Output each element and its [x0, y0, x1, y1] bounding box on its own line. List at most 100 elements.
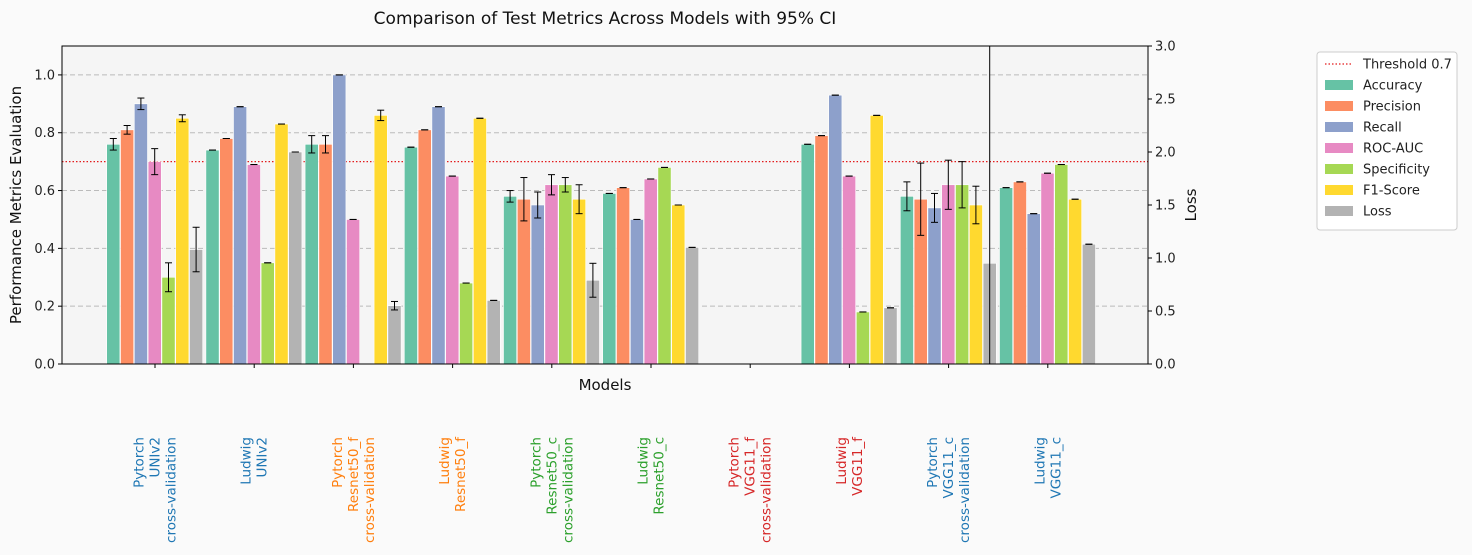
bar-loss	[883, 307, 898, 365]
bar-f1-score	[175, 117, 190, 365]
axes-layer: 0.0 0.2 0.4 0.6 0.8 1.0 0.0 0.5 1.0 1.5 2.0 2.5 3.0	[34, 40, 1175, 373]
bar-precision	[516, 198, 531, 365]
legend-label: Recall	[1363, 121, 1402, 136]
model-label-line: Resnet50_c	[544, 437, 560, 515]
model-label: PytorchUNIv2cross-validation	[132, 437, 180, 543]
bar-accuracy	[403, 146, 418, 365]
model-label-line: cross-validation	[560, 437, 576, 543]
x-axis-title: Models	[579, 376, 632, 394]
model-label-line: UNIv2	[148, 437, 164, 478]
model-label-line: Ludwig	[239, 437, 255, 485]
bar-f1-score	[274, 123, 289, 365]
model-label: PytorchResnet50_ccross-validation	[528, 437, 576, 543]
bar-roc-auc	[346, 219, 360, 365]
bar-specificity	[558, 184, 573, 365]
model-label-line: Ludwig	[437, 437, 453, 485]
bar-accuracy	[999, 187, 1013, 365]
legend-swatch	[1325, 206, 1353, 216]
bar-roc-auc	[842, 175, 856, 365]
bar-f1-score	[1068, 198, 1082, 365]
bar-precision	[616, 187, 630, 365]
legend-swatch	[1325, 164, 1353, 174]
legend-label: ROC-AUC	[1363, 142, 1423, 157]
bar-roc-auc	[941, 184, 956, 365]
model-label-line: cross-validation	[957, 437, 973, 543]
model-label: PytorchVGG11_fcross-validation	[727, 436, 775, 543]
y2-tick-label: 3.0	[1155, 40, 1176, 55]
model-label-line: Pytorch	[528, 437, 544, 488]
bar-f1-score	[671, 204, 686, 365]
model-label-line: Ludwig	[636, 437, 652, 485]
bar-loss	[486, 300, 501, 365]
bar-accuracy	[602, 193, 617, 365]
legend-swatch	[1325, 80, 1353, 90]
legend-label: Loss	[1363, 205, 1392, 220]
model-label-line: cross-validation	[362, 437, 378, 543]
y2-axis-title: Loss	[1182, 188, 1200, 221]
chart-title: Comparison of Test Metrics Across Models…	[374, 9, 837, 29]
bar-precision	[219, 138, 234, 365]
bar-accuracy	[899, 196, 914, 365]
legend-label: Specificity	[1363, 163, 1430, 178]
bar-recall	[1026, 213, 1041, 365]
model-label-line: Pytorch	[925, 437, 941, 488]
legend: Threshold 0.7 Accuracy Precision Recall ROC-…	[1316, 51, 1458, 231]
model-label-line: VGG11_c	[941, 437, 957, 499]
bar-recall	[332, 74, 347, 365]
bar-f1-score	[373, 115, 388, 365]
legend-label: F1-Score	[1363, 184, 1420, 199]
bar-f1-score	[869, 115, 884, 365]
bar-specificity	[260, 262, 275, 365]
y2-tick-label: 1.0	[1155, 252, 1176, 267]
legend-label: Accuracy	[1363, 79, 1423, 94]
bar-roc-auc	[247, 164, 261, 365]
bar-recall	[233, 106, 247, 365]
x-tick-labels: PytorchUNIv2cross-validation LudwigUNIv2 P…	[132, 436, 1065, 543]
bar-loss	[1082, 243, 1096, 365]
bars-layer	[106, 74, 1096, 365]
bar-loss	[288, 151, 303, 365]
bar-specificity	[855, 311, 870, 365]
bar-roc-auc	[445, 175, 460, 365]
bar-recall	[927, 207, 942, 365]
model-label-line: UNIv2	[255, 437, 271, 478]
model-label: LudwigVGG11_c	[1032, 437, 1064, 499]
bar-recall	[530, 204, 545, 365]
bar-specificity	[657, 167, 672, 365]
y-tick-label: 0.4	[34, 242, 55, 257]
errorbars-layer	[109, 45, 1093, 365]
model-label-line: VGG11_f	[850, 436, 866, 496]
model-label-line: Ludwig	[834, 437, 850, 485]
bar-accuracy	[800, 143, 815, 365]
model-label-line: VGG11_c	[1048, 437, 1064, 499]
bar-f1-score	[472, 117, 487, 365]
bar-precision	[814, 135, 829, 365]
legend-threshold-label: Threshold 0.7	[1362, 58, 1452, 73]
bar-accuracy	[106, 143, 121, 365]
bar-specificity	[459, 282, 473, 365]
y-tick-label: 0.0	[34, 358, 55, 373]
bar-loss	[685, 247, 699, 365]
bar-accuracy	[304, 143, 319, 365]
model-label: LudwigResnet50_c	[636, 437, 668, 515]
bar-precision	[120, 129, 134, 365]
bar-roc-auc	[1040, 172, 1055, 365]
model-label-line: Resnet50_f	[453, 436, 469, 512]
model-label-line: Pytorch	[727, 437, 743, 488]
model-label: PytorchResnet50_fcross-validation	[330, 436, 378, 543]
y2-tick-label: 2.5	[1155, 93, 1176, 108]
y-tick-label: 0.2	[34, 300, 55, 315]
legend-swatch	[1325, 143, 1353, 153]
legend-label: Precision	[1363, 100, 1421, 115]
model-label-line: Ludwig	[1032, 437, 1048, 485]
bar-precision	[417, 129, 432, 365]
bar-recall	[134, 103, 148, 365]
y-tick-label: 0.6	[34, 184, 55, 199]
y2-tick-label: 2.0	[1155, 146, 1176, 161]
bar-accuracy	[503, 196, 517, 365]
model-label: LudwigResnet50_f	[437, 436, 469, 512]
model-label: PytorchVGG11_ccross-validation	[925, 437, 973, 543]
model-label: LudwigVGG11_f	[834, 436, 866, 496]
